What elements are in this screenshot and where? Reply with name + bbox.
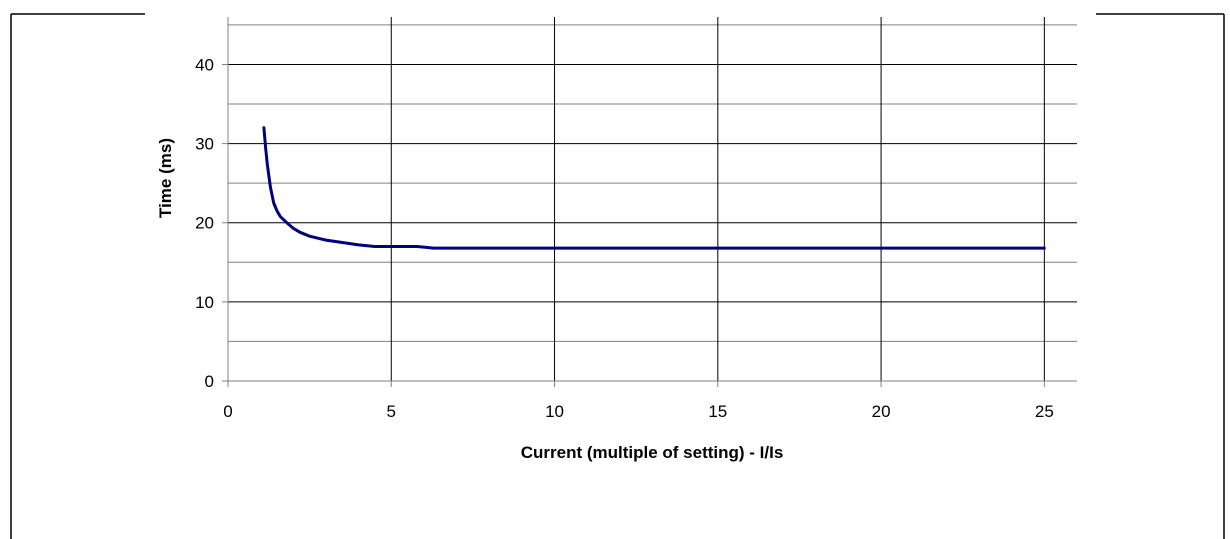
- x-tick-label: 15: [708, 402, 727, 421]
- y-tick-label: 40: [195, 55, 214, 74]
- x-tick-label: 10: [545, 402, 564, 421]
- y-axis-title: Time (ms): [156, 138, 175, 218]
- x-tick-label: 0: [223, 402, 232, 421]
- gridlines: [228, 17, 1077, 381]
- x-axis-title: Current (multiple of setting) - I/Is: [521, 443, 784, 462]
- series-line: [262, 126, 1046, 250]
- y-tick-label: 20: [195, 214, 214, 233]
- x-tick-label: 20: [872, 402, 891, 421]
- y-tick-label: 0: [205, 372, 214, 391]
- y-tick-label: 30: [195, 135, 214, 154]
- axes: [222, 17, 1077, 387]
- outer-frame: [10, 13, 1225, 539]
- x-tick-label: 25: [1035, 402, 1054, 421]
- tick-labels: 0 10 20 30 40 0 5 10 15 20 25: [195, 55, 1054, 421]
- series: [262, 126, 1046, 250]
- x-tick-label: 5: [387, 402, 396, 421]
- y-tick-label: 10: [195, 293, 214, 312]
